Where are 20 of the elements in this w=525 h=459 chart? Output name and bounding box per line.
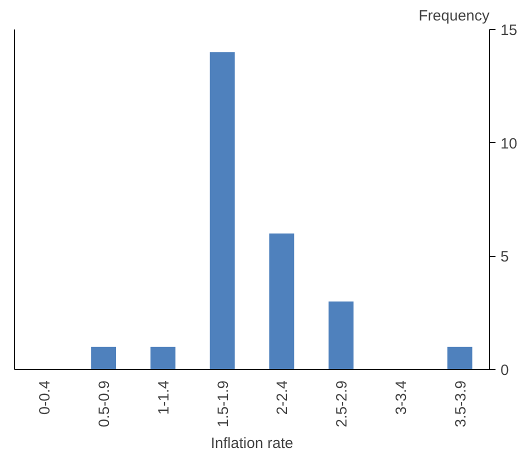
x-axis-title: Inflation rate — [210, 435, 294, 452]
x-tick-label: 3-3.4 — [392, 380, 410, 415]
bar — [328, 302, 354, 370]
x-tick-label: 2-2.4 — [274, 380, 292, 415]
x-tick-label: 1.5-1.9 — [214, 380, 232, 428]
bar — [91, 346, 116, 370]
y-tick-label: 0 — [500, 362, 509, 379]
x-tick-label: 2.5-2.9 — [334, 380, 351, 428]
y-axis-title: Frequency — [418, 8, 490, 24]
y-tick-label: 5 — [500, 248, 509, 266]
bar — [150, 346, 176, 370]
bar — [210, 52, 235, 370]
x-tick-label: 0-0.4 — [36, 380, 54, 415]
x-tick-label: 3.5-3.9 — [452, 380, 470, 428]
x-tick-label: 0.5-0.9 — [96, 380, 114, 428]
y-tick-label: 15 — [500, 22, 518, 39]
x-tick-label: 1-1.4 — [155, 380, 172, 415]
y-tick-label: 10 — [500, 135, 518, 152]
bar — [269, 234, 294, 370]
bar — [447, 346, 472, 370]
